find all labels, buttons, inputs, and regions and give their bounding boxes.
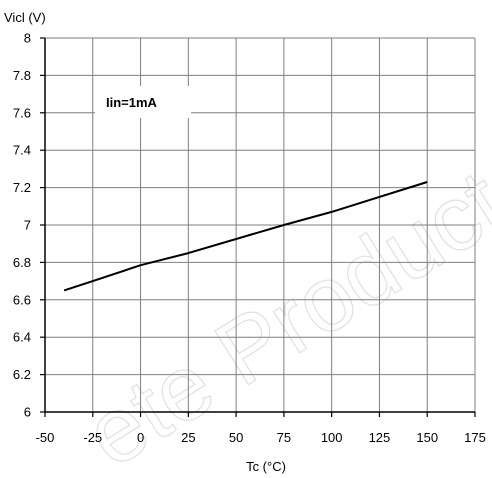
y-tick-label: 6.2 [13, 367, 31, 382]
annotation-text: Iin=1mA [106, 95, 158, 110]
y-tick-label: 6 [24, 405, 31, 420]
axes [40, 37, 476, 417]
x-tick-label: -50 [36, 430, 55, 445]
x-tick-label: 175 [464, 430, 486, 445]
series-line [63, 181, 428, 292]
series-layer [63, 181, 428, 292]
y-tick-label: 7 [24, 218, 31, 233]
x-tick-label: 75 [277, 430, 291, 445]
annotation-box [95, 86, 191, 118]
x-axis-label: Tc (°C) [246, 459, 286, 474]
y-tick-label: 7.8 [13, 68, 31, 83]
x-tick-label: 25 [181, 430, 195, 445]
x-tick-label: -25 [83, 430, 102, 445]
y-axis-label: Vicl (V) [4, 10, 46, 25]
y-tick-label: 8 [24, 31, 31, 46]
grid [45, 38, 475, 412]
x-tick-label: 0 [137, 430, 144, 445]
x-tick-label: 150 [416, 430, 438, 445]
watermark-text: ete Product(s) [69, 94, 492, 478]
x-tick-label: 50 [229, 430, 243, 445]
tick-labels: -50 -25 0 25 50 75 100 125 150 175 6 6.2 6.4 6.6 6.8 7 7… [13, 31, 486, 446]
y-tick-label: 6.6 [13, 292, 31, 307]
x-tick-label: 125 [369, 430, 391, 445]
y-tick-label: 6.8 [13, 255, 31, 270]
y-tick-label: 6.4 [13, 330, 31, 345]
y-tick-label: 7.4 [13, 143, 31, 158]
x-tick-label: 100 [321, 430, 343, 445]
y-tick-label: 7.6 [13, 105, 31, 120]
y-tick-label: 7.2 [13, 180, 31, 195]
